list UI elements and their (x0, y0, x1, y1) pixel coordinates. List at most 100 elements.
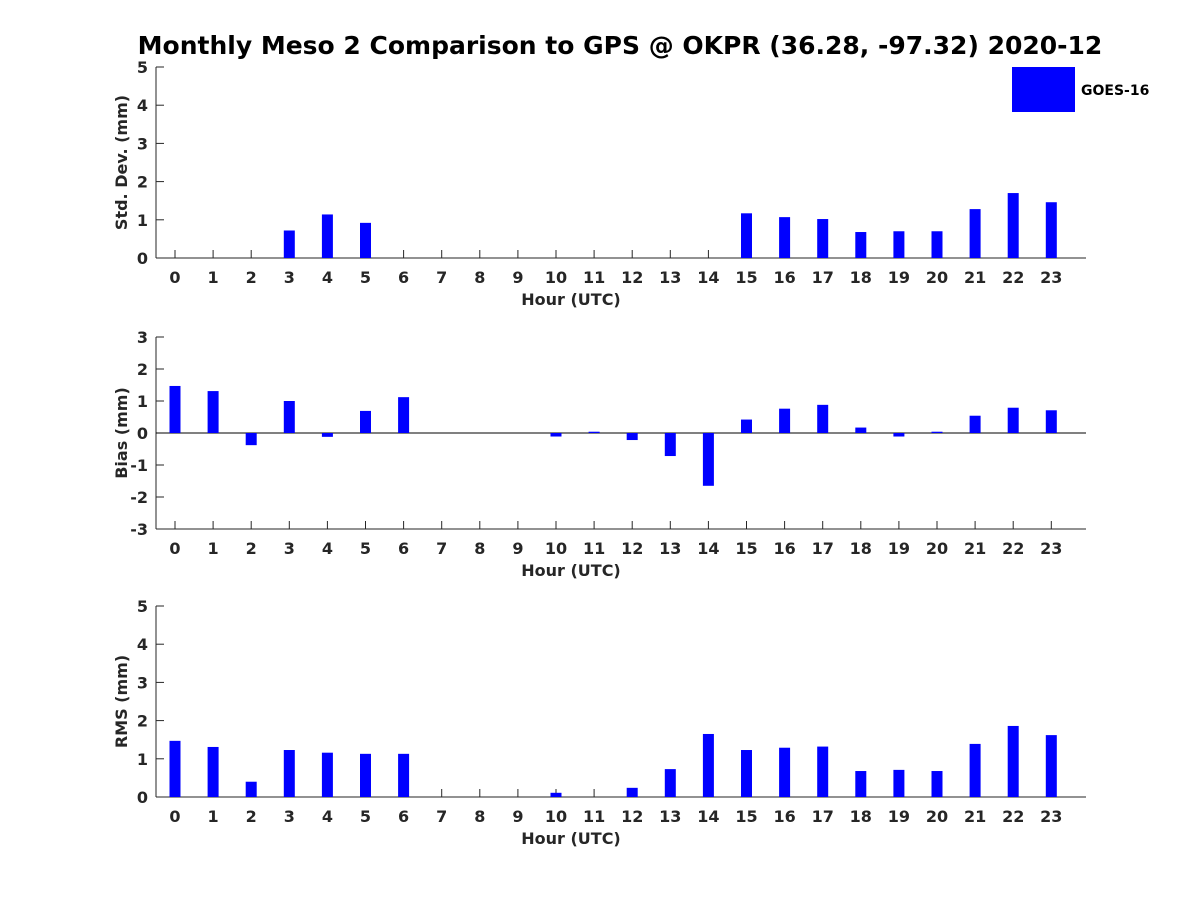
y-tick-label: 0 (137, 249, 148, 268)
x-tick-label: 3 (284, 539, 295, 558)
x-tick-label: 5 (360, 268, 371, 287)
y-tick-label: 4 (137, 635, 148, 654)
x-tick-label: 21 (964, 268, 986, 287)
x-tick-label: 18 (850, 539, 872, 558)
y-axis-label: Bias (mm) (112, 387, 131, 479)
bar-hour-11 (588, 431, 600, 433)
x-tick-label: 22 (1002, 539, 1024, 558)
bar-hour-20 (931, 231, 943, 258)
x-tick-label: 4 (322, 268, 333, 287)
x-tick-label: 18 (850, 268, 872, 287)
x-tick-label: 23 (1040, 268, 1062, 287)
x-axis-label: Hour (UTC) (521, 829, 621, 848)
x-tick-label: 8 (474, 539, 485, 558)
x-tick-label: 17 (812, 807, 834, 826)
x-tick-label: 12 (621, 807, 643, 826)
bar-hour-3 (283, 401, 295, 433)
bar-hour-2 (245, 781, 257, 797)
x-tick-label: 19 (888, 807, 910, 826)
bar-hour-5 (360, 410, 371, 433)
x-tick-label: 0 (169, 539, 180, 558)
x-tick-label: 20 (926, 268, 948, 287)
bar-hour-22 (1007, 725, 1019, 797)
x-tick-label: 11 (583, 268, 605, 287)
x-tick-label: 10 (545, 539, 567, 558)
x-tick-label: 13 (659, 807, 681, 826)
y-tick-label: 1 (137, 211, 148, 230)
y-tick-label: 3 (137, 134, 148, 153)
bar-hour-4 (321, 433, 333, 437)
y-tick-label: 2 (137, 360, 148, 379)
bar-hour-18 (855, 427, 867, 433)
bar-hour-6 (398, 753, 410, 797)
bar-hour-15 (741, 750, 752, 797)
x-tick-label: 13 (659, 539, 681, 558)
x-tick-label: 10 (545, 268, 567, 287)
x-tick-label: 15 (735, 807, 757, 826)
x-tick-label: 17 (812, 539, 834, 558)
x-tick-label: 3 (284, 268, 295, 287)
x-tick-label: 17 (812, 268, 834, 287)
x-tick-label: 20 (926, 539, 948, 558)
y-axis-label: Std. Dev. (mm) (112, 95, 131, 230)
x-tick-label: 13 (659, 268, 681, 287)
x-tick-label: 15 (735, 268, 757, 287)
legend-label: GOES-16 (1081, 83, 1149, 99)
x-tick-label: 21 (964, 539, 986, 558)
x-tick-label: 19 (888, 539, 910, 558)
y-tick-label: 5 (137, 597, 148, 616)
x-tick-label: 4 (322, 807, 333, 826)
x-tick-label: 16 (773, 539, 795, 558)
bar-hour-1 (207, 746, 219, 797)
bar-hour-22 (1007, 407, 1019, 433)
bar-hour-18 (855, 232, 867, 258)
bar-hour-12 (626, 433, 638, 441)
x-tick-label: 6 (398, 807, 409, 826)
bar-hour-1 (207, 391, 219, 433)
bar-hour-4 (321, 214, 333, 258)
bar-hour-0 (169, 385, 181, 433)
x-tick-label: 1 (208, 539, 219, 558)
x-tick-label: 7 (436, 268, 447, 287)
bar-hour-15 (741, 419, 752, 433)
x-tick-label: 16 (773, 268, 795, 287)
x-tick-label: 19 (888, 268, 910, 287)
x-tick-label: 11 (583, 539, 605, 558)
legend-swatch (1012, 67, 1075, 112)
x-tick-label: 16 (773, 807, 795, 826)
bar-hour-21 (969, 743, 981, 797)
bar-hour-13 (664, 433, 676, 457)
bar-hour-19 (893, 433, 905, 437)
x-tick-label: 23 (1040, 807, 1062, 826)
bar-hour-19 (893, 231, 905, 258)
y-tick-label: 5 (137, 58, 148, 77)
x-tick-label: 20 (926, 807, 948, 826)
y-tick-label: 2 (137, 712, 148, 731)
x-tick-label: 1 (208, 807, 219, 826)
y-tick-label: -2 (130, 488, 148, 507)
bar-hour-23 (1045, 735, 1057, 797)
x-axis-label: Hour (UTC) (521, 290, 621, 309)
bar-hour-0 (169, 740, 181, 797)
x-tick-label: 11 (583, 807, 605, 826)
y-tick-label: 3 (137, 328, 148, 347)
bar-hour-12 (626, 787, 638, 797)
bar-hour-14 (702, 433, 714, 486)
bar-hour-21 (969, 415, 981, 433)
x-tick-label: 8 (474, 268, 485, 287)
bar-hour-15 (741, 213, 752, 258)
bar-hour-23 (1045, 202, 1057, 258)
y-tick-label: 0 (137, 788, 148, 807)
x-tick-label: 10 (545, 807, 567, 826)
y-tick-label: 2 (137, 173, 148, 192)
x-tick-label: 2 (246, 268, 257, 287)
bar-hour-10 (550, 792, 562, 797)
x-tick-label: 2 (246, 539, 257, 558)
x-tick-label: 9 (512, 807, 523, 826)
x-tick-label: 0 (169, 807, 180, 826)
bar-hour-20 (931, 771, 943, 797)
